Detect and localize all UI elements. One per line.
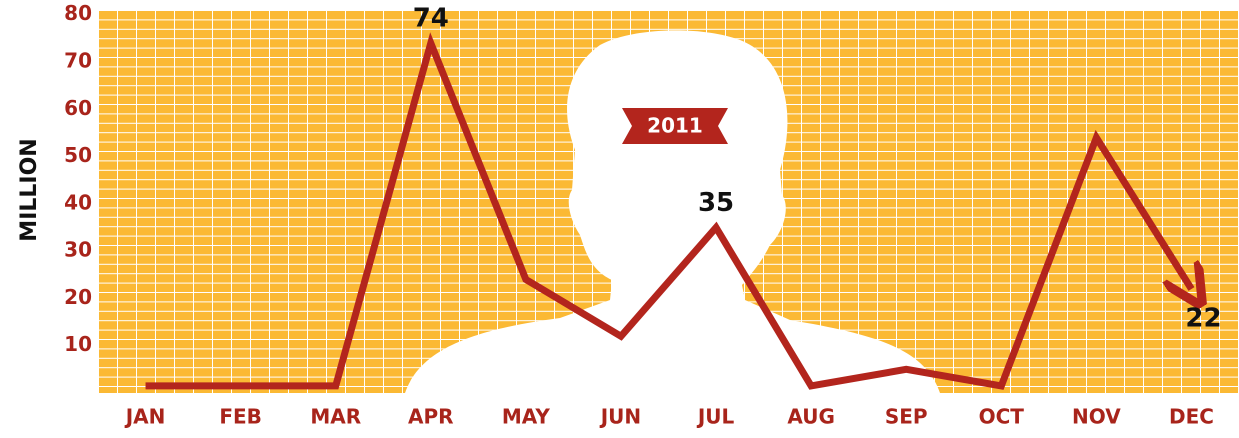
x-tick-label: SEP: [885, 405, 928, 429]
x-tick-label: DEC: [1169, 405, 1214, 429]
y-tick-label: 20: [64, 285, 92, 309]
data-label: 22: [1185, 303, 1221, 333]
x-tick-label: AUG: [787, 405, 835, 429]
y-tick-label: 80: [64, 1, 92, 25]
x-tick-label: JUN: [599, 405, 641, 429]
y-tick-label: 70: [64, 49, 92, 73]
y-tick-label: 30: [64, 238, 92, 262]
y-tick-label: 10: [64, 332, 92, 356]
data-label: 35: [698, 188, 734, 218]
y-tick-label: 50: [64, 143, 92, 167]
badge-text: 2011: [647, 114, 703, 138]
x-tick-label: NOV: [1072, 405, 1121, 429]
x-tick-label: JAN: [124, 405, 166, 429]
y-tick-label: 40: [64, 190, 92, 214]
x-tick-label: MAY: [502, 405, 550, 429]
data-line: [145, 32, 1192, 390]
y-tick-label: 60: [64, 96, 92, 120]
silhouette: [405, 30, 940, 393]
x-tick-label: APR: [408, 405, 454, 429]
x-tick-label: OCT: [979, 405, 1025, 429]
y-axis-title: MILLION: [17, 138, 42, 241]
x-tick-label: FEB: [219, 405, 262, 429]
badge: 2011: [622, 108, 728, 144]
x-tick-label: MAR: [310, 405, 361, 429]
data-label: 74: [413, 4, 449, 34]
x-tick-label: JUL: [696, 405, 735, 429]
